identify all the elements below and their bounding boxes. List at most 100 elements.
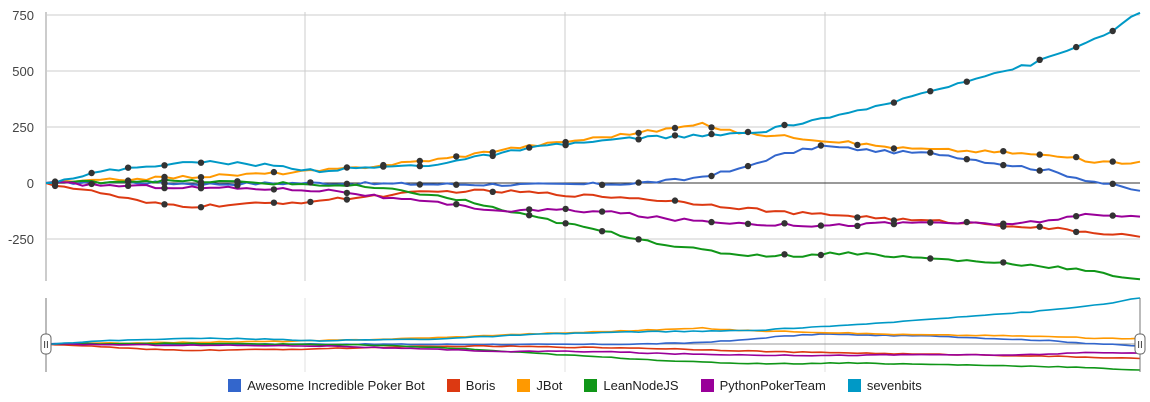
data-marker [1109,180,1116,187]
y-tick-label: 750 [12,8,34,23]
data-marker [598,181,606,188]
data-marker [124,182,132,189]
data-marker [234,178,241,185]
data-marker [744,128,752,136]
nav-series-line [45,342,1141,371]
data-marker [1073,228,1080,236]
data-marker [635,236,642,243]
data-marker [781,251,788,258]
data-marker [781,121,788,129]
data-marker [161,162,168,169]
nav-right-handle[interactable] [1134,333,1146,355]
data-marker [453,181,460,188]
series-line [45,144,1141,192]
data-marker [161,184,168,192]
legend-swatch [700,378,714,392]
data-marker [88,169,95,177]
y-tick-label: 500 [12,64,34,79]
y-tick-label: -250 [8,232,34,247]
legend-label: JBot [536,377,563,393]
legend-swatch [446,378,460,392]
data-marker [270,168,278,176]
series-line [45,178,1141,281]
data-marker [380,163,387,170]
data-marker [1073,213,1080,220]
data-marker [1036,56,1043,63]
data-marker [708,130,715,138]
y-tick-label: 250 [12,120,34,135]
data-marker [1000,259,1007,266]
y-axis-ticks: 750 500 250 0 -250 [8,8,34,247]
data-marker [708,124,715,131]
data-marker [854,222,861,230]
legend-item[interactable]: JBot [517,378,562,393]
data-marker [635,129,642,137]
data-marker [526,206,533,213]
series-line [45,181,1141,228]
data-marker [1109,212,1116,219]
data-marker [671,132,679,139]
legend-label: sevenbits [866,377,922,393]
data-marker [307,198,314,206]
data-marker [197,174,205,181]
data-marker [343,164,351,171]
data-marker [1073,153,1080,161]
data-marker [927,88,934,95]
data-marker [562,220,569,227]
data-marker [270,186,278,193]
data-marker [526,144,533,151]
data-marker [343,196,351,203]
data-marker [854,214,861,221]
data-marker [161,201,168,208]
data-marker [890,99,898,106]
data-marker [744,220,752,227]
legend-item[interactable]: Boris [446,378,495,393]
data-marker [708,218,715,226]
data-marker [1036,167,1043,174]
legend-label: PythonPokerTeam [719,377,826,393]
range-navigator[interactable]: II II [40,297,1146,372]
data-marker [562,205,569,213]
data-marker [489,188,496,195]
data-marker [416,181,423,188]
data-marker [343,189,351,197]
data-marker [1073,43,1080,51]
data-marker [1000,148,1007,155]
legend-item[interactable]: Awesome Incredible Poker Bot [228,378,425,393]
data-marker [927,219,934,226]
data-marker [817,142,825,149]
legend: Awesome Incredible Poker Bot Boris JBot Lea… [0,374,1150,396]
series-line [45,11,1141,184]
data-marker [890,145,898,152]
data-marker [453,201,460,208]
legend-label: Awesome Incredible Poker Bot [247,377,425,393]
legend-item[interactable]: LeanNodeJS [584,378,679,393]
data-marker [1000,220,1007,227]
data-marker [270,199,278,206]
data-marker [963,218,970,226]
data-marker [635,136,642,143]
data-marker [416,157,423,165]
data-marker [161,176,168,183]
data-marker [307,179,314,186]
nav-left-handle[interactable] [40,333,52,355]
main-series [45,11,1141,281]
nav-handle-grip: II [1137,340,1143,351]
data-marker [635,179,642,186]
data-marker [598,208,606,215]
data-marker [1036,223,1043,230]
legend-swatch [517,378,531,392]
legend-item[interactable]: sevenbits [847,377,922,393]
data-marker [51,179,59,186]
series-line [45,121,1141,185]
data-marker [1036,151,1043,158]
legend-item[interactable]: PythonPokerTeam [700,377,826,393]
data-marker [197,179,205,186]
data-marker [927,149,934,156]
data-marker [562,141,569,149]
data-marker [598,228,606,235]
main-grid [45,12,1140,281]
data-marker [124,177,132,184]
nav-series-line [46,326,1141,345]
data-marker [124,164,132,171]
